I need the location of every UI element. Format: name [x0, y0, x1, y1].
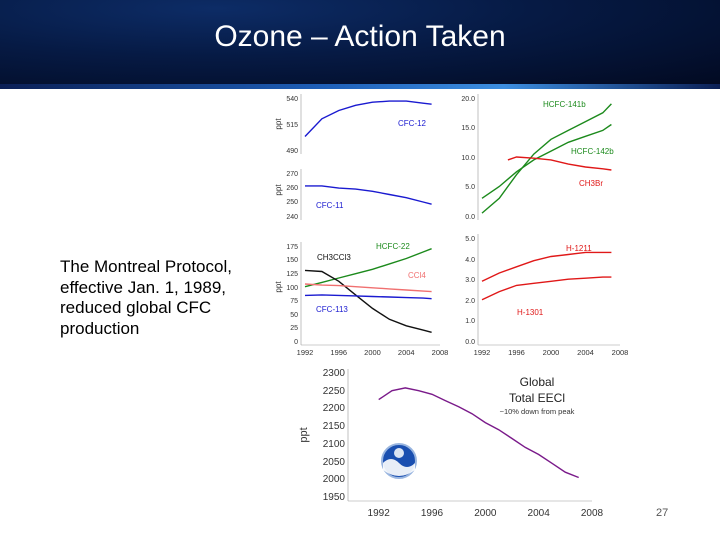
slide-header [0, 0, 720, 84]
y-tick-label: 250 [286, 199, 298, 206]
x-tick-label: 2008 [581, 508, 604, 519]
series-label: CFC-12 [398, 119, 427, 128]
slide-title: Ozone – Action Taken [214, 20, 506, 53]
chart-title-line2: Total EECl [509, 391, 565, 405]
y-tick-label: 175 [286, 244, 298, 251]
y-tick-label: 15.0 [461, 125, 475, 132]
series-label: HCFC-141b [543, 100, 586, 109]
series-label: CCl4 [408, 271, 426, 280]
series-line [481, 276, 612, 301]
series-label: H-1211 [566, 244, 592, 253]
chart-title: Global [520, 375, 555, 389]
chart-annotation: ~10% down from peak [500, 407, 575, 416]
y-tick-label: 270 [286, 171, 298, 178]
series-line [378, 387, 579, 479]
y-tick-label: 10.0 [461, 155, 475, 162]
y-axis-label: ppt [274, 281, 283, 293]
series-label: CH3CCl3 [317, 253, 351, 262]
series-label: HCFC-142b [571, 147, 614, 156]
y-tick-label: 50 [290, 312, 298, 319]
series-label: HCFC-22 [376, 242, 410, 251]
y-tick-label: 150 [286, 257, 298, 264]
header-stripe [0, 84, 720, 89]
y-axis-label: ppt [274, 118, 283, 130]
x-tick-label: 2008 [612, 348, 629, 357]
chart-panel: ~10% down from peak [347, 369, 592, 502]
x-tick-label: 1992 [368, 508, 391, 519]
series-line [481, 123, 612, 199]
y-tick-label: 1950 [323, 492, 346, 503]
series-label: H-1301 [517, 308, 544, 317]
series-line [481, 251, 612, 282]
x-tick-label: 2004 [577, 348, 594, 357]
series-line [481, 103, 612, 214]
y-tick-label: 2250 [323, 386, 346, 397]
y-tick-label: 125 [286, 271, 298, 278]
chart-panel [477, 234, 620, 346]
body-text: The Montreal Protocol, effective Jan. 1,… [60, 257, 232, 338]
x-tick-label: 2000 [543, 348, 560, 357]
y-tick-label: 260 [286, 185, 298, 192]
chart-panel [300, 242, 440, 346]
chart-panel [477, 94, 612, 220]
x-tick-label: 2008 [432, 348, 449, 357]
y-tick-label: 2300 [323, 368, 346, 379]
x-tick-label: 1992 [297, 348, 314, 357]
page-number: 27 [656, 507, 669, 519]
y-tick-label: 2050 [323, 457, 346, 468]
y-tick-label: 0.0 [465, 339, 475, 346]
chart-panel [300, 169, 432, 220]
y-tick-label: 2200 [323, 403, 346, 414]
series-line [304, 294, 432, 300]
y-tick-label: 4.0 [465, 257, 475, 264]
x-tick-label: 2000 [364, 348, 381, 357]
x-tick-label: 1996 [508, 348, 525, 357]
x-tick-label: 2004 [528, 508, 551, 519]
y-tick-label: 490 [286, 148, 298, 155]
y-tick-label: 515 [286, 122, 298, 129]
y-tick-label: 0 [294, 339, 298, 346]
series-label: CFC-113 [316, 305, 348, 314]
y-tick-label: 5.0 [465, 236, 475, 243]
y-tick-label: 3.0 [465, 277, 475, 284]
series-line [305, 185, 432, 205]
x-tick-label: 1992 [474, 348, 491, 357]
y-tick-label: 2100 [323, 439, 346, 450]
y-axis-label: ppt [274, 184, 283, 196]
series-label: CFC-11 [316, 201, 344, 210]
y-axis-label: ppt [298, 427, 310, 442]
series-line [507, 156, 612, 171]
series-line [304, 100, 432, 137]
y-tick-label: 100 [286, 285, 298, 292]
y-tick-label: 240 [286, 214, 298, 221]
x-tick-label: 2004 [398, 348, 415, 357]
y-tick-label: 5.0 [465, 184, 475, 191]
y-tick-label: 25 [290, 325, 298, 332]
noaa-logo-icon [381, 443, 417, 479]
y-tick-label: 0.0 [465, 214, 475, 221]
x-tick-label: 1996 [421, 508, 444, 519]
y-tick-label: 2.0 [465, 298, 475, 305]
y-tick-label: 2000 [323, 474, 346, 485]
series-label: CH3Br [579, 179, 603, 188]
chart-panel [300, 94, 432, 154]
x-tick-label: 1996 [330, 348, 347, 357]
series-line [304, 248, 432, 288]
y-tick-label: 1.0 [465, 318, 475, 325]
y-tick-label: 20.0 [461, 96, 475, 103]
y-tick-label: 540 [286, 96, 298, 103]
x-tick-label: 2000 [474, 508, 497, 519]
y-tick-label: 75 [290, 298, 298, 305]
series-line [304, 269, 432, 333]
y-tick-label: 2150 [323, 421, 346, 432]
series-line [304, 283, 432, 293]
